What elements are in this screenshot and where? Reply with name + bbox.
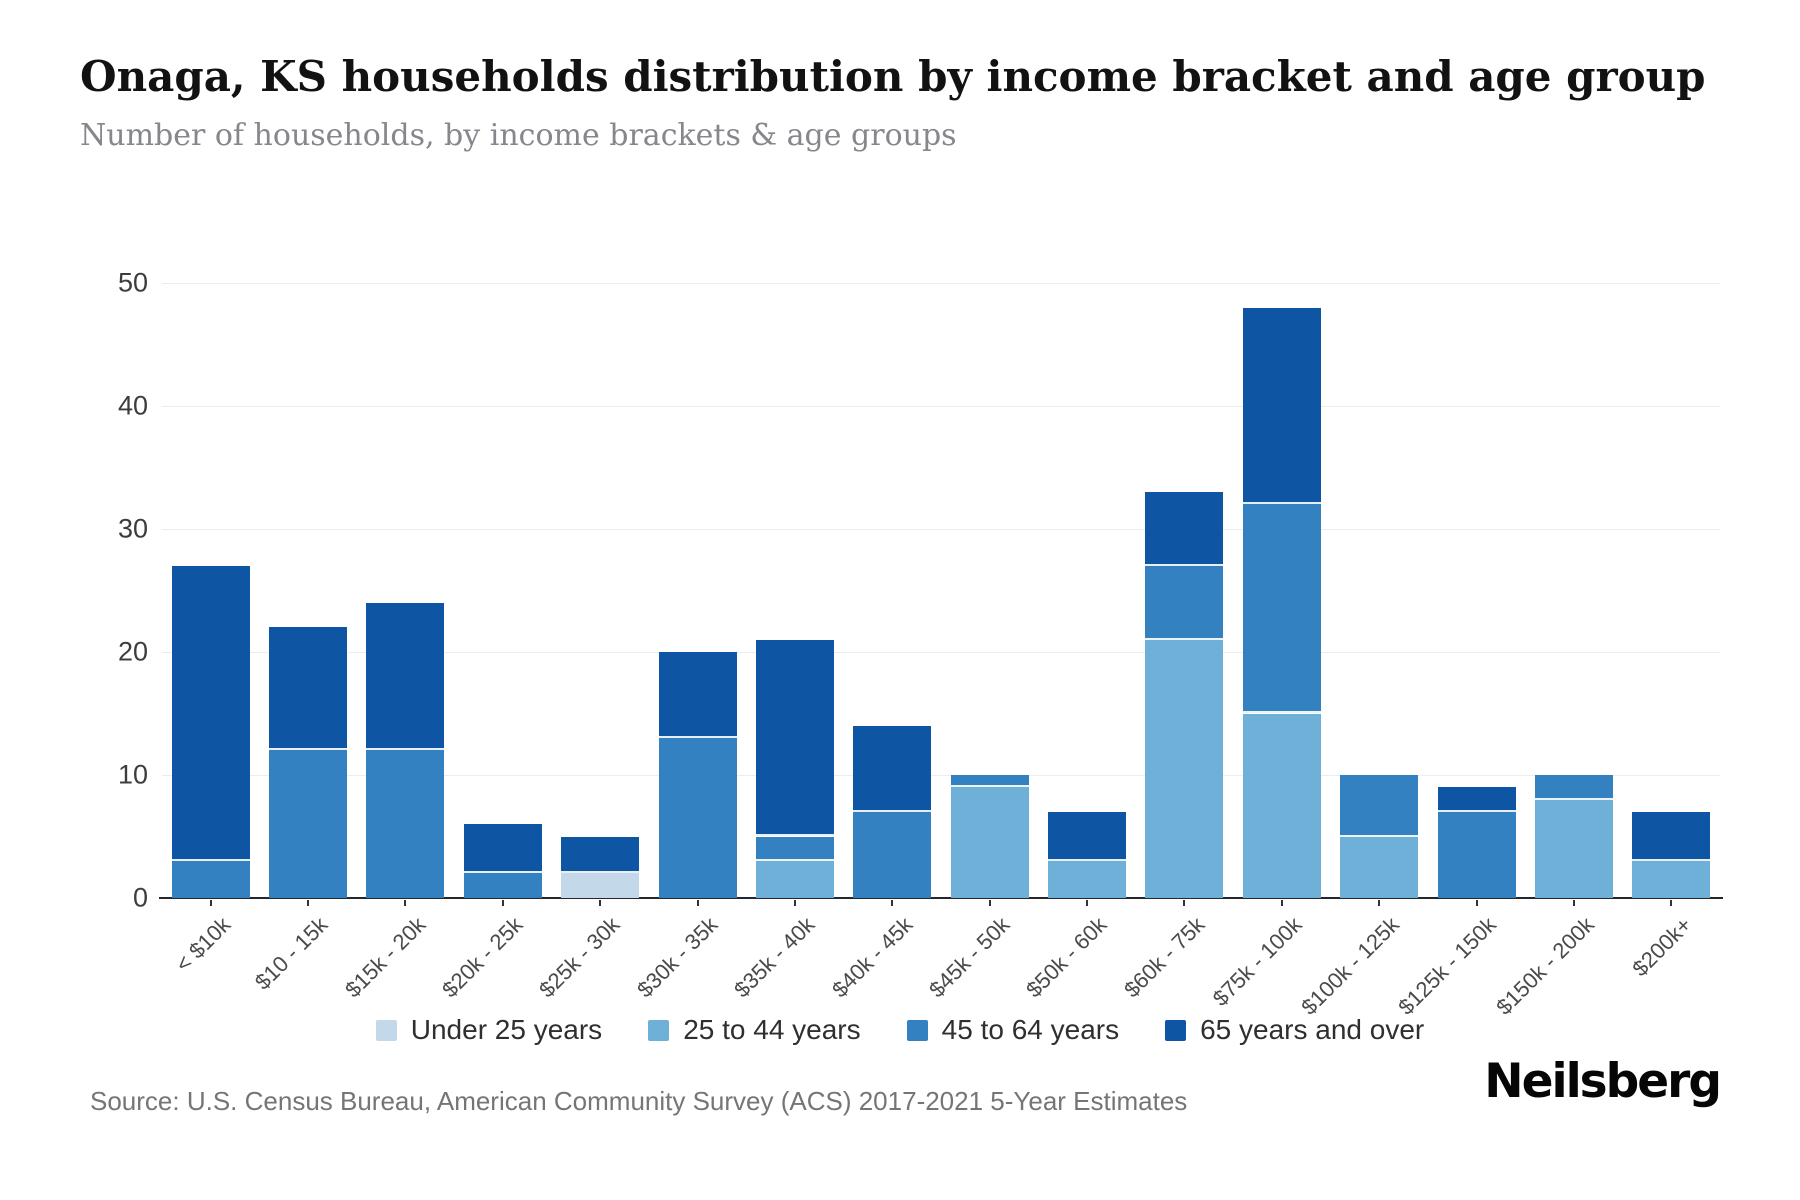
bar-segment-$10 - 15k-65 years and over[interactable] (269, 627, 348, 751)
x-axis-tick (1475, 900, 1478, 906)
x-axis-category-label-text: $150k - 200k (1490, 912, 1599, 1020)
bar-segment-< $10k-45 to 64 years[interactable] (171, 861, 250, 898)
x-axis-tick (988, 900, 991, 906)
bar-segment-$150k - 200k-25 to 44 years[interactable] (1534, 799, 1613, 898)
bar-segment-$75k - 100k-45 to 64 years[interactable] (1242, 504, 1321, 714)
source-note: Source: U.S. Census Bureau, American Com… (90, 1086, 1188, 1116)
x-axis-tick (307, 900, 310, 906)
x-axis-tick (1183, 900, 1186, 906)
bar-segment-$35k - 40k-25 to 44 years[interactable] (755, 861, 834, 898)
x-axis-category-label-text: $125k - 150k (1393, 912, 1502, 1020)
legend-item-25 to 44 years[interactable]: 25 to 44 years (648, 1014, 861, 1046)
x-axis-tick (501, 900, 504, 906)
bar-segment-$20k - 25k-45 to 64 years[interactable] (463, 873, 542, 898)
x-axis-tick (209, 900, 212, 906)
x-axis-category-label-text: $45k - 50k (924, 912, 1015, 1003)
bar-segment-$15k - 20k-45 to 64 years[interactable] (366, 750, 445, 898)
legend: Under 25 years 25 to 44 years 45 to 64 yea… (0, 1008, 1800, 1052)
x-axis-category-label-text: $40k - 45k (826, 912, 917, 1003)
legend-swatch (1165, 1019, 1187, 1041)
legend-item-Under 25 years[interactable]: Under 25 years (375, 1014, 603, 1046)
x-axis-tick (404, 900, 407, 906)
bar-segment-$35k - 40k-65 years and over[interactable] (755, 639, 834, 837)
legend-label: Under 25 years (410, 1014, 603, 1045)
gridline (162, 529, 1720, 530)
bar-segment-$100k - 125k-45 to 64 years[interactable] (1340, 775, 1419, 837)
bar-segment-$75k - 100k-25 to 44 years[interactable] (1242, 713, 1321, 898)
legend-swatch (648, 1019, 670, 1041)
bar-segment-$20k - 25k-65 years and over[interactable] (463, 824, 542, 874)
gridline (162, 775, 1720, 776)
bar-segment-$60k - 75k-45 to 64 years[interactable] (1145, 565, 1224, 640)
legend-label: 45 to 64 years (941, 1014, 1120, 1045)
x-axis-category-label-text: $35k - 40k (729, 912, 820, 1003)
bar-segment-$75k - 100k-65 years and over[interactable] (1242, 307, 1321, 505)
x-axis-category-label-text: $100k - 125k (1296, 912, 1404, 1020)
x-axis-tick (1086, 900, 1089, 906)
x-axis-category-label-text: $30k - 35k (631, 912, 723, 1003)
bar-segment-$45k - 50k-25 to 44 years[interactable] (950, 787, 1029, 898)
bar-segment-$25k - 30k-65 years and over[interactable] (561, 836, 640, 874)
x-axis-category-label-text: $25k - 30k (534, 912, 625, 1003)
bar-segment-$30k - 35k-65 years and over[interactable] (658, 652, 737, 739)
x-axis-category-label-text: $75k - 100k (1207, 912, 1307, 1011)
bar-segment-< $10k-65 years and over[interactable] (171, 565, 250, 862)
x-axis-tick (1572, 900, 1575, 906)
bar-segment-$50k - 60k-65 years and over[interactable] (1048, 811, 1127, 862)
bar-segment-$10 - 15k-45 to 64 years[interactable] (269, 750, 348, 898)
bar-segment-$60k - 75k-25 to 44 years[interactable] (1145, 639, 1224, 898)
legend-label: 25 to 44 years (683, 1014, 861, 1045)
bar-segment-$25k - 30k-Under 25 years[interactable] (561, 873, 640, 898)
gridline (162, 283, 1720, 284)
chart-subtitle: Number of households, by income brackets… (80, 118, 957, 153)
x-axis-line (159, 897, 1723, 899)
x-axis-category-label-text: $15k - 20k (339, 912, 431, 1003)
x-axis-category-label-text: $200k+ (1626, 912, 1696, 982)
x-axis-tick (1670, 900, 1673, 906)
x-axis-tick (793, 900, 796, 906)
bar-segment-$40k - 45k-65 years and over[interactable] (853, 725, 932, 812)
x-axis-tick (1378, 900, 1381, 906)
y-axis-tick-label: 50 (117, 267, 148, 298)
bar-segment-$60k - 75k-65 years and over[interactable] (1145, 492, 1224, 566)
x-axis-category-label-text: $10 - 15k (250, 912, 333, 995)
bar-segment-$50k - 60k-25 to 44 years[interactable] (1048, 861, 1127, 898)
neilsberg-logo: Neilsberg (1484, 1054, 1722, 1109)
bar-segment-$15k - 20k-65 years and over[interactable] (366, 602, 445, 751)
legend-item-65 years and over[interactable]: 65 years and over (1165, 1014, 1424, 1046)
x-axis-category-label-text: < $10k (170, 912, 236, 977)
bar-segment-$40k - 45k-45 to 64 years[interactable] (853, 811, 932, 898)
gridline (162, 406, 1720, 407)
bar-segment-$125k - 150k-45 to 64 years[interactable] (1437, 811, 1516, 898)
legend-swatch (906, 1019, 928, 1041)
x-axis-tick (696, 900, 699, 906)
x-axis-category-label-text: $50k - 60k (1021, 912, 1112, 1003)
bar-segment-$45k - 50k-45 to 64 years[interactable] (950, 775, 1029, 788)
x-axis-tick (1280, 900, 1283, 906)
gridline (162, 652, 1720, 653)
bar-segment-$150k - 200k-45 to 64 years[interactable] (1534, 775, 1613, 800)
bar-segment-$30k - 35k-45 to 64 years[interactable] (658, 738, 737, 898)
legend-swatch (375, 1019, 397, 1041)
legend-item-45 to 64 years[interactable]: 45 to 64 years (906, 1014, 1120, 1046)
y-axis-tick-label: 10 (117, 759, 148, 790)
x-axis-category-label-text: $20k - 25k (437, 912, 528, 1003)
y-axis-tick-label: 20 (117, 636, 148, 667)
x-axis-category-label-text: $60k - 75k (1118, 912, 1210, 1003)
y-axis-tick-label: 0 (132, 882, 148, 913)
bar-segment-$125k - 150k-65 years and over[interactable] (1437, 787, 1516, 812)
legend-label: 65 years and over (1200, 1014, 1425, 1045)
y-axis-tick-label: 30 (117, 513, 148, 544)
chart-title: Onaga, KS households distribution by inc… (80, 52, 1706, 101)
bar-segment-$200k+-65 years and over[interactable] (1632, 811, 1711, 862)
bar-segment-$200k+-25 to 44 years[interactable] (1632, 861, 1711, 898)
bar-segment-$35k - 40k-45 to 64 years[interactable] (755, 836, 834, 862)
x-axis-tick (599, 900, 602, 906)
y-axis-tick-label: 40 (117, 390, 148, 421)
bar-segment-$100k - 125k-25 to 44 years[interactable] (1340, 836, 1419, 898)
x-axis-tick (891, 900, 894, 906)
